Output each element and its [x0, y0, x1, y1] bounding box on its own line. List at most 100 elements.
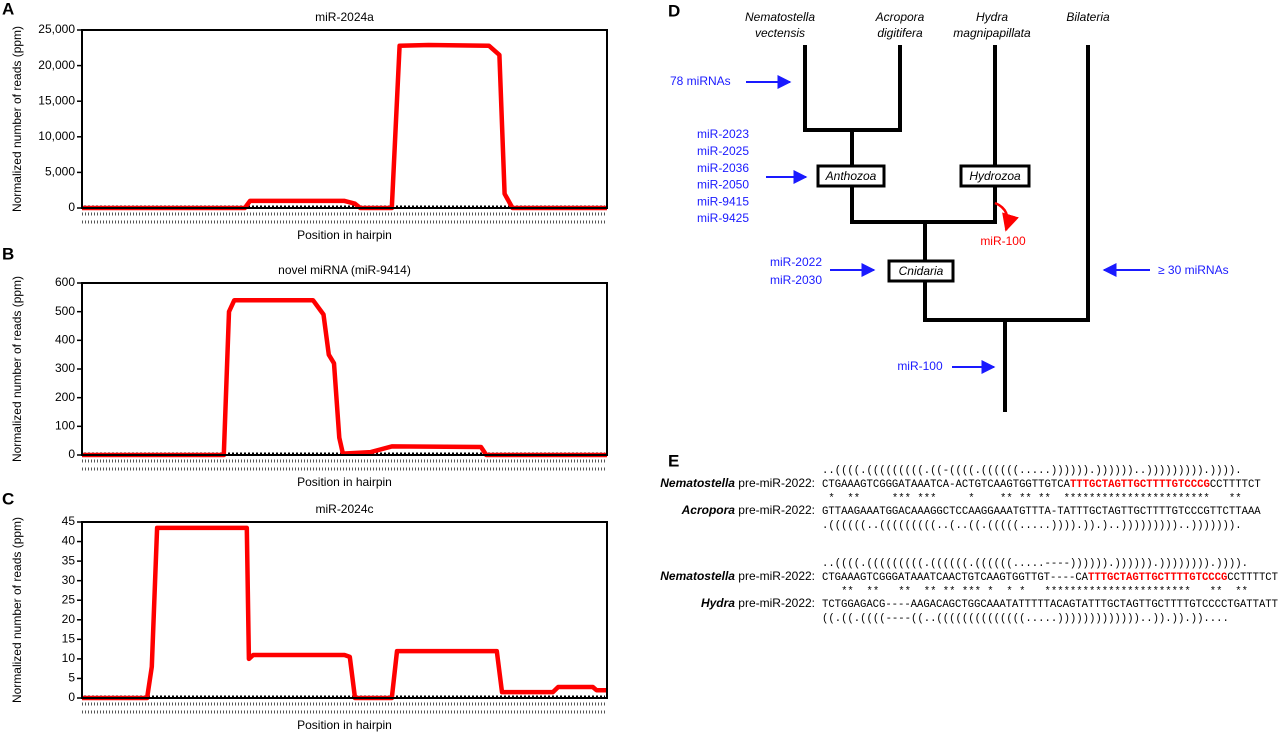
sequence-label: Hydra pre-miR-2022: [701, 596, 815, 610]
y-tick-label: 5 [68, 671, 75, 685]
y-tick-label: 15,000 [38, 93, 75, 107]
sequence: GTTAAGAAATGGACAAAGGCTCCAAGGAAATGTTTA-TAT… [822, 506, 1261, 518]
data-line [82, 525, 607, 701]
match-line: ** ** ** ** ** *** * * * ***************… [822, 586, 1248, 598]
x-axis-label: Position in hairpin [297, 475, 392, 489]
y-axis-label: Normalized number of reads (ppm) [10, 26, 24, 212]
y-tick-label: 15 [62, 632, 76, 646]
y-tick-label: 30 [62, 573, 76, 587]
sequence-label: Nematostella pre-miR-2022: [660, 569, 815, 583]
chart-title: novel miRNA (miR-9414) [278, 263, 411, 277]
y-tick-label: 45 [62, 514, 76, 528]
panel-label: D [668, 1, 680, 20]
clade-label: Hydrozoa [969, 169, 1021, 183]
y-tick-label: 0 [68, 690, 75, 704]
data-line [82, 297, 607, 458]
sequence-part: TTTGCTAGTTGCTTTTGTCCCG [1070, 479, 1210, 491]
annotation: miR-2036 [697, 161, 749, 175]
clade-label: Cnidaria [899, 264, 944, 278]
leaf-label: Nematostella [745, 10, 815, 24]
sequence: CTGAAAGTCGGGATAAATCAACTGTCAAGTGGTTGT----… [822, 572, 1278, 584]
sequence-part: CCTTTTCT [1227, 572, 1278, 584]
structure: ..((((.(((((((((.((-((((.((((((.....))))… [822, 465, 1242, 477]
annotation: ≥ 30 miRNAs [1158, 263, 1229, 277]
sequence-part: CTGAAAGTCGGGATAAATCA-ACTGTCAAGTGGTTGTCA [822, 479, 1071, 491]
annotation: miR-100 [897, 359, 943, 373]
label-suffix: pre-miR-2022: [735, 476, 815, 490]
panel-label: C [2, 489, 14, 508]
structure: .((((((..(((((((((..(..((.(((((.....))))… [822, 520, 1242, 532]
chart-title: miR-2024a [315, 10, 374, 24]
tree: Nematostella vectensis Acropora digitife… [670, 10, 1229, 412]
label-suffix: pre-miR-2022: [735, 596, 815, 610]
x-axis-label: Position in hairpin [297, 718, 392, 732]
annotation: miR-2025 [697, 144, 749, 158]
y-tick-label: 5,000 [45, 165, 75, 179]
y-tick-label: 25 [62, 592, 76, 606]
species: Acropora [681, 503, 736, 517]
sequence-part: TCTGGAGACG----AAGACAGCTGGCAAATATTTTTACAG… [822, 599, 1278, 611]
sequence-part: CCTTTTCT [1210, 479, 1261, 491]
annotation: miR-9415 [697, 194, 749, 208]
panel-label: B [2, 244, 14, 263]
y-tick-label: 400 [55, 333, 75, 347]
tree-branches [803, 45, 1090, 412]
leaf-label: Hydra [976, 10, 1008, 24]
label-suffix: pre-miR-2022: [735, 503, 815, 517]
y-tick-label: 40 [62, 534, 76, 548]
x-axis-label: Position in hairpin [297, 228, 392, 242]
annotation: 78 miRNAs [670, 74, 731, 88]
leaf-label: Acropora [875, 10, 925, 24]
panel-label: A [2, 0, 14, 18]
y-tick-label: 0 [68, 447, 75, 461]
y-axis-label: Normalized number of reads (ppm) [10, 517, 24, 703]
y-tick-label: 600 [55, 275, 75, 289]
y-tick-label: 35 [62, 553, 76, 567]
loss-arrow [994, 201, 1019, 232]
y-tick-label: 10,000 [38, 129, 75, 143]
alignment: ..((((.(((((((((.((-((((.((((((.....))))… [660, 465, 1278, 625]
annotation: miR-2030 [770, 273, 822, 287]
y-tick-label: 100 [55, 419, 75, 433]
match-line: * ** *** *** * ** ** ** ****************… [822, 493, 1248, 505]
structure: ..((((.(((((((((.((((((.((((((.....----)… [822, 558, 1248, 570]
y-tick-label: 25,000 [38, 22, 75, 36]
annotation: miR-2022 [770, 255, 822, 269]
sequence-label: Acropora pre-miR-2022: [681, 503, 815, 517]
plot-frame [81, 282, 608, 456]
data-line [82, 42, 607, 211]
sequence-part: TTTGCTAGTTGCTTTTGTCCCG [1088, 572, 1227, 584]
clade-box [887, 259, 955, 283]
species: Nematostella [660, 476, 735, 490]
y-tick-label: 300 [55, 361, 75, 375]
annotation: miR-100 [980, 234, 1026, 248]
sequence: TCTGGAGACG----AAGACAGCTGGCAAATATTTTTACAG… [822, 599, 1278, 611]
leaf-label: vectensis [755, 26, 805, 40]
leaf-label: digitifera [877, 26, 923, 40]
annotation: miR-2050 [697, 178, 749, 192]
y-axis-label: Normalized number of reads (ppm) [10, 276, 24, 462]
clade-box [959, 164, 1031, 188]
sequence-label: Nematostella pre-miR-2022: [660, 476, 815, 490]
label-suffix: pre-miR-2022: [735, 569, 815, 583]
plot-frame [81, 521, 608, 699]
clade-label: Anthozoa [825, 169, 877, 183]
species: Nematostella [660, 569, 735, 583]
plot-frame [81, 29, 608, 209]
species: Hydra [701, 596, 735, 610]
y-tick-label: 0 [68, 200, 75, 214]
y-tick-label: 10 [62, 651, 76, 665]
structure: ((.((.((((----((..((((((((((((((.....)))… [822, 613, 1229, 625]
annotation: miR-2023 [697, 127, 749, 141]
y-tick-label: 500 [55, 304, 75, 318]
sequence-part: CTGAAAGTCGGGATAAATCAACTGTCAAGTGGTTGT----… [822, 572, 1089, 584]
y-tick-label: 20 [62, 612, 76, 626]
y-tick-label: 200 [55, 390, 75, 404]
leaf-label: magnipapillata [953, 26, 1031, 40]
sequence: CTGAAAGTCGGGATAAATCA-ACTGTCAAGTGGTTGTCAT… [822, 479, 1261, 491]
leaf-label: Bilateria [1066, 10, 1110, 24]
annotation: miR-9425 [697, 211, 749, 225]
sequence-part: GTTAAGAAATGGACAAAGGCTCCAAGGAAATGTTTA-TAT… [822, 506, 1261, 518]
y-tick-label: 20,000 [38, 58, 75, 72]
